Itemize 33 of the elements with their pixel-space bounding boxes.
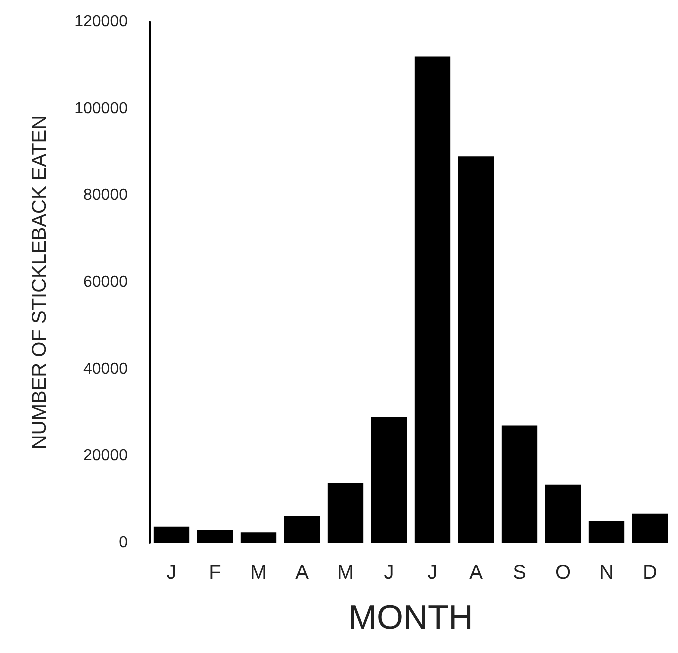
x-tick-label: J <box>384 562 394 584</box>
bar <box>197 530 234 543</box>
x-tick-label: N <box>600 562 614 584</box>
y-tick-label: 20000 <box>84 448 128 465</box>
y-tick-label: 60000 <box>84 274 128 291</box>
x-tick-label: A <box>296 562 310 584</box>
bar <box>502 426 538 543</box>
bar <box>545 484 582 543</box>
x-tick-label: A <box>470 562 484 584</box>
x-tick-label: F <box>209 562 222 584</box>
bar <box>371 418 408 543</box>
x-tick-label: M <box>337 562 354 584</box>
bar <box>588 521 625 543</box>
bar <box>328 484 364 543</box>
y-tick-label: 100000 <box>74 100 128 118</box>
bar <box>240 532 277 543</box>
bar <box>458 156 494 543</box>
x-tick-label: O <box>555 562 572 584</box>
x-tick-label: M <box>250 562 268 584</box>
x-tick-label: S <box>513 562 526 584</box>
x-axis-title: MONTH <box>348 599 474 637</box>
y-tick-label: 120000 <box>74 14 128 30</box>
bar <box>154 526 190 543</box>
bar <box>632 514 668 543</box>
bar <box>414 56 451 543</box>
y-axis-title: NUMBER OF STICKLEBACK EATEN <box>29 115 51 450</box>
y-tick-label: 0 <box>119 534 128 552</box>
bar <box>284 516 320 543</box>
y-tick-label: 40000 <box>84 360 128 378</box>
x-tick-label: D <box>643 562 658 584</box>
x-tick-label: J <box>428 562 438 584</box>
x-tick-label: J <box>166 562 177 584</box>
y-tick-label: 80000 <box>84 187 128 204</box>
